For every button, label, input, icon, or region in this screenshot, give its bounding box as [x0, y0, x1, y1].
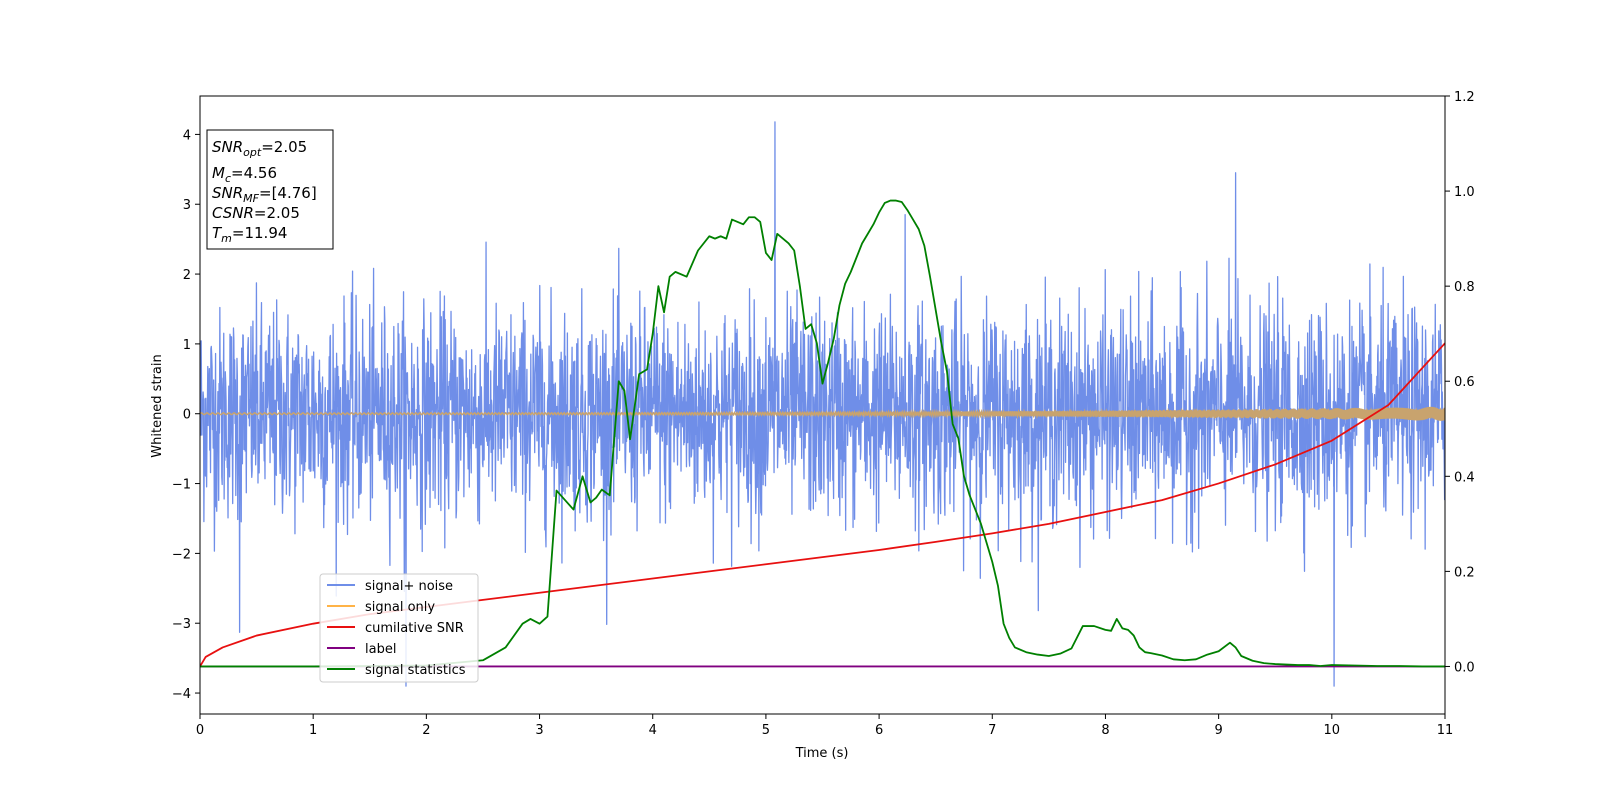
y-tick-label: −4 [172, 687, 191, 702]
axes-frame [199, 95, 1446, 715]
tick-group: 0 1 2 3 4 5 6 7 8 9 10 11 −4 −3 −2 −1 0 1 2 3 4 0.0 0.2 0.4 0.6 0… [172, 90, 1475, 738]
y2-tick-label: 1.0 [1454, 185, 1475, 200]
legend-label-label: label [365, 642, 396, 657]
x-tick-label: 7 [988, 723, 996, 738]
y-tick-label: 4 [183, 128, 191, 143]
x-tick-label: 10 [1324, 723, 1341, 738]
legend-label-cum-snr: cumilative SNR [365, 621, 464, 636]
legend-label-statistics: signal statistics [365, 663, 466, 678]
info-mc: Mc=4.56 [212, 164, 277, 185]
legend-label-noise: signal+ noise [365, 579, 453, 594]
y-tick-label: 2 [183, 268, 191, 283]
info-snr-opt: SNRopt=2.05 [212, 138, 307, 159]
legend: signal+ noise signal only cumilative SNR… [319, 573, 479, 683]
x-tick-label: 9 [1214, 723, 1222, 738]
x-tick-label: 3 [535, 723, 543, 738]
x-tick-label: 0 [196, 723, 204, 738]
x-tick-label: 2 [422, 723, 430, 738]
legend-frame [319, 573, 479, 683]
x-tick-label: 5 [762, 723, 770, 738]
x-tick-label: 8 [1101, 723, 1109, 738]
x-tick-label: 1 [309, 723, 317, 738]
y-tick-label: 0 [183, 408, 191, 423]
y-tick-label: 1 [183, 338, 191, 353]
info-csnr: CSNR=2.05 [212, 204, 300, 222]
series-signal-noise [200, 121, 1445, 687]
y-tick-label: −3 [172, 617, 191, 632]
y2-tick-label: 0.2 [1454, 565, 1475, 580]
y-tick-label: 3 [183, 198, 191, 213]
y2-tick-label: 0.6 [1454, 375, 1475, 390]
info-tm: Tm=11.94 [212, 224, 287, 245]
y2-tick-label: 0.8 [1454, 280, 1475, 295]
y-axis-label: Whitened strain [150, 354, 165, 457]
y-tick-label: −1 [172, 478, 191, 493]
series-signal-statistics [200, 199, 1445, 668]
x-axis-label: Time (s) [795, 746, 849, 761]
series-cumilative-snr [200, 342, 1445, 667]
x-tick-label: 6 [875, 723, 883, 738]
y2-tick-label: 0.0 [1454, 660, 1475, 675]
y2-tick-label: 1.2 [1454, 90, 1475, 105]
x-tick-label: 11 [1437, 723, 1454, 738]
info-box-frame [206, 129, 334, 250]
info-snr-mf: SNRMF=[4.76] [212, 184, 317, 205]
y2-tick-label: 0.4 [1454, 470, 1475, 485]
y-tick-label: −2 [172, 547, 191, 562]
x-tick-label: 4 [649, 723, 657, 738]
info-box: SNRopt=2.05 Mc=4.56 SNRMF=[4.76] CSNR=2.… [206, 129, 334, 250]
series-signal-only [200, 406, 1445, 421]
legend-label-signal-only: signal only [365, 600, 435, 615]
